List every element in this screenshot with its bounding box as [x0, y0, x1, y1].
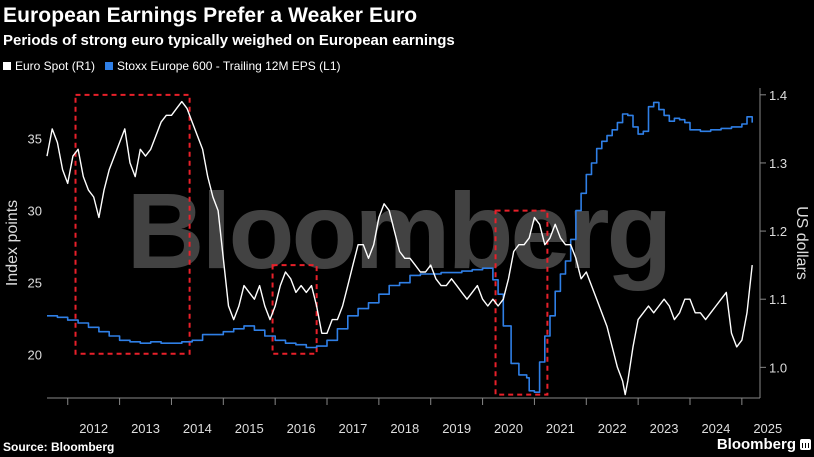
x-tick-label: 2014: [183, 421, 212, 436]
x-tick-label: 2025: [753, 421, 782, 436]
x-tick-label: 2022: [598, 421, 627, 436]
source-note: Source: Bloomberg: [3, 440, 115, 454]
right-tick-label: 1.0: [769, 360, 787, 375]
euro-spot-series-line: [46, 100, 753, 396]
highlight-region: [271, 264, 318, 355]
series-layer: [46, 100, 753, 396]
highlight-region: [74, 93, 191, 355]
chart-title: European Earnings Prefer a Weaker Euro: [3, 4, 418, 27]
x-tick-label: 2019: [442, 421, 471, 436]
x-tick-label: 2013: [131, 421, 160, 436]
left-tick-label: 20: [28, 348, 42, 363]
legend-item-eps: Stoxx Europe 600 - Trailing 12M EPS (L1): [105, 59, 341, 73]
x-tick-label: 2023: [650, 421, 679, 436]
x-tick-label: 2018: [390, 421, 419, 436]
left-axis-title: Index points: [4, 200, 21, 286]
legend-swatch-euro: [3, 62, 11, 70]
left-tick-label: 35: [28, 131, 42, 146]
legend-label-eps: Stoxx Europe 600 - Trailing 12M EPS (L1): [117, 59, 341, 73]
x-tick-label: 2020: [494, 421, 523, 436]
legend-label-euro: Euro Spot (R1): [15, 59, 96, 73]
chart-subtitle: Periods of strong euro typically weighed…: [3, 32, 455, 49]
x-tick-label: 2016: [287, 421, 316, 436]
right-tick-label: 1.2: [769, 224, 787, 239]
legend-item-euro: Euro Spot (R1): [3, 59, 95, 73]
x-tick-label: 2021: [546, 421, 575, 436]
left-tick-label: 30: [28, 204, 42, 219]
eps-series-line: [47, 101, 753, 393]
legend-swatch-eps: [105, 62, 114, 70]
x-axis-ticks: 2012 2013 2014 2015 2016 2017 2018 2019 2020 2021…: [67, 398, 782, 436]
bloomberg-watermark: Bloomberg: [126, 170, 669, 291]
bloomberg-chart-icon: [800, 439, 811, 450]
right-tick-label: 1.3: [769, 156, 787, 171]
x-tick-label: 2015: [235, 421, 264, 436]
right-tick-label: 1.1: [769, 292, 787, 307]
right-axis-title: US dollars: [793, 206, 810, 280]
x-tick-label: 2012: [79, 421, 108, 436]
bloomberg-logo: Bloomberg: [716, 436, 796, 453]
right-tick-label: 1.4: [769, 88, 787, 103]
x-tick-label: 2017: [338, 421, 367, 436]
chart-legend: Euro Spot (R1) Stoxx Europe 600 - Traili…: [3, 59, 341, 73]
x-tick-label: 2024: [701, 421, 730, 436]
left-tick-label: 25: [28, 276, 42, 291]
right-axis-ticks: 1.0 1.1 1.2 1.3 1.4: [760, 88, 787, 375]
left-axis-ticks: 20 25 30 35: [28, 131, 42, 362]
axes: [47, 88, 761, 399]
